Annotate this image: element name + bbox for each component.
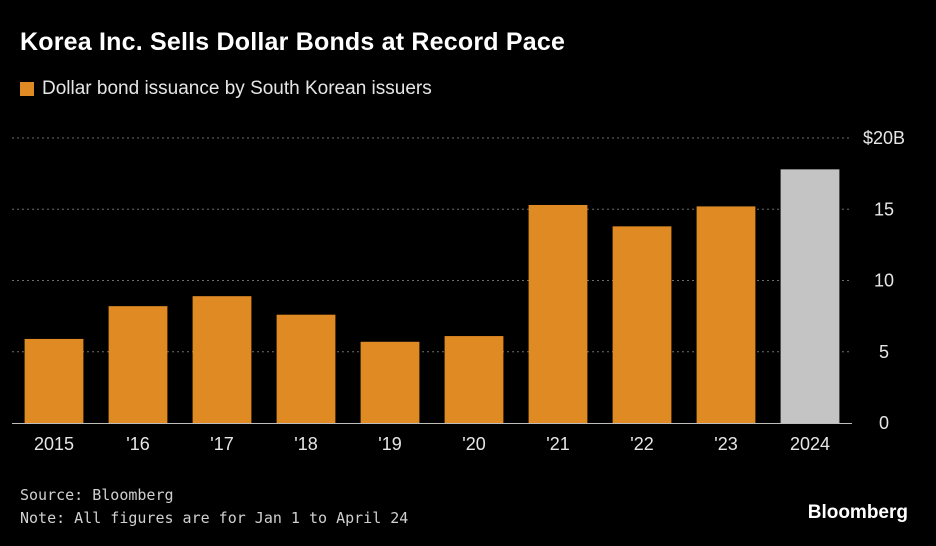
bar-2	[192, 296, 252, 423]
legend-swatch	[20, 82, 34, 96]
x-tick-label: '21	[546, 434, 569, 454]
y-tick-label: 15	[874, 199, 894, 219]
source-text: Source: Bloomberg	[20, 486, 174, 504]
x-tick-label: 2015	[34, 434, 74, 454]
y-tick-label: 10	[874, 271, 894, 291]
x-tick-label: '22	[630, 434, 653, 454]
y-tick-labels: 0 5 10 15 $20B	[863, 128, 905, 433]
bar-0	[24, 338, 84, 423]
legend: Dollar bond issuance by South Korean iss…	[20, 78, 432, 100]
y-tick-label: $20B	[863, 128, 905, 148]
x-tick-label: '16	[126, 434, 149, 454]
bloomberg-logo: Bloomberg	[807, 502, 908, 523]
chart-title: Korea Inc. Sells Dollar Bonds at Record …	[20, 28, 566, 56]
bar-3	[276, 314, 336, 423]
bar-layer	[24, 169, 840, 423]
x-tick-label: '20	[462, 434, 485, 454]
bar-6	[528, 204, 588, 423]
x-tick-label: '19	[378, 434, 401, 454]
x-tick-label: '17	[210, 434, 233, 454]
y-tick-label: 5	[879, 342, 889, 362]
y-tick-label: 0	[879, 413, 889, 433]
bar-4	[360, 341, 420, 423]
note-text: Note: All figures are for Jan 1 to April…	[20, 509, 409, 527]
bar-5	[444, 336, 504, 423]
bar-7	[612, 226, 672, 423]
x-tick-label: '18	[294, 434, 317, 454]
bar-8	[696, 206, 756, 423]
x-tick-labels: 2015 '16 '17 '18 '19 '20 '21 '22 '23 2024	[34, 434, 830, 454]
x-tick-label: '23	[714, 434, 737, 454]
x-tick-label: 2024	[790, 434, 830, 454]
legend-label: Dollar bond issuance by South Korean iss…	[42, 78, 432, 99]
bar-9	[780, 169, 840, 423]
bar-1	[108, 306, 168, 423]
